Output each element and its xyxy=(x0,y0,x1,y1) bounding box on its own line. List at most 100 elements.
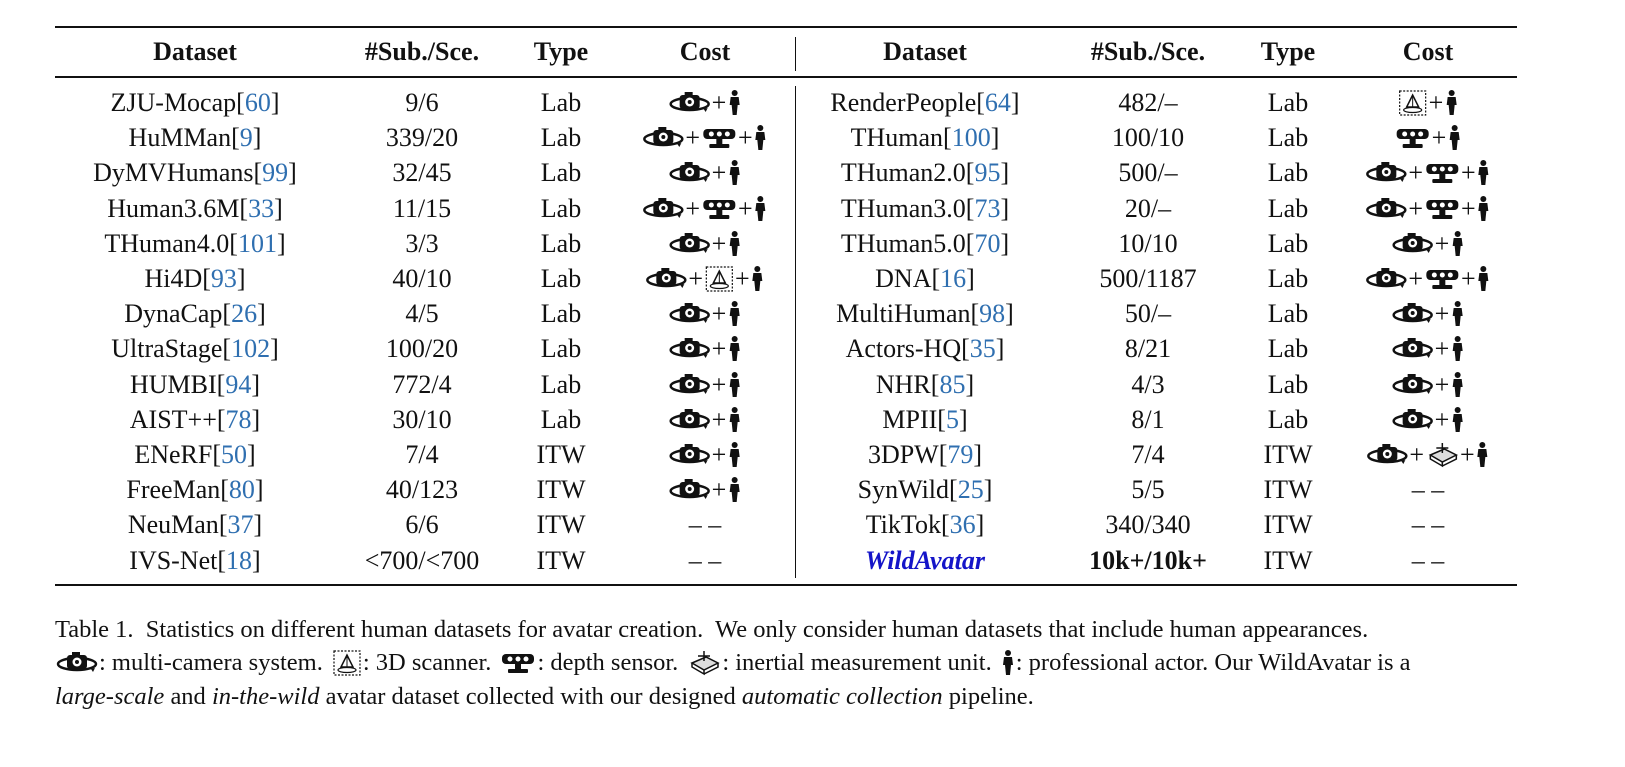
column-header: #Sub./Sce. xyxy=(1090,37,1206,66)
plus: + xyxy=(1434,369,1450,399)
type-cell: Lab xyxy=(540,158,582,188)
citation: 5 xyxy=(945,404,959,434)
bracket: [ xyxy=(949,475,958,505)
bracket: [ xyxy=(938,440,948,469)
citation: 9 xyxy=(239,123,253,153)
subjects-cell: 4/5 xyxy=(405,299,439,329)
citation: 50 xyxy=(221,440,247,469)
bracket: ] xyxy=(990,123,1000,153)
subjects-cell: 10/10 xyxy=(1118,228,1178,258)
icon-depth xyxy=(703,199,735,219)
type-cell: Lab xyxy=(1267,88,1309,117)
subjects-cell: 772/4 xyxy=(392,369,452,399)
citation: 98 xyxy=(979,299,1006,329)
dataset-name: THuman xyxy=(850,123,944,153)
cost-cell: – – xyxy=(1411,510,1445,540)
subjects-cell: 7/4 xyxy=(1131,440,1165,469)
citation: 80 xyxy=(228,475,255,505)
subjects-cell: 4/3 xyxy=(1131,369,1165,399)
subjects-cell: 500/1187 xyxy=(1099,264,1197,293)
caption-text: Table 1. Statistics on different human d… xyxy=(55,616,1369,643)
type-cell: ITW xyxy=(536,475,586,505)
bracket: [ xyxy=(220,475,229,505)
bracket: ] xyxy=(251,369,261,399)
citation: 60 xyxy=(244,88,271,117)
icon-cam xyxy=(1366,162,1407,183)
bracket: ] xyxy=(270,88,280,117)
icon-cam xyxy=(669,92,710,112)
dataset-name: 3DPW xyxy=(867,440,939,469)
type-cell: ITW xyxy=(536,545,586,575)
plus: + xyxy=(1434,228,1450,258)
subjects-cell: 9/6 xyxy=(405,88,439,117)
dataset-cell: DNA [16] xyxy=(875,264,975,294)
bracket: ] xyxy=(975,510,985,540)
cost-cell: + xyxy=(668,475,743,505)
bracket: ] xyxy=(288,158,297,188)
dataset-name: ZJU-Mocap xyxy=(110,88,237,117)
dataset-name: DyMVHumans xyxy=(93,158,254,188)
icon-cam xyxy=(669,444,710,464)
icon-cam xyxy=(1392,303,1433,324)
type-cell: Lab xyxy=(540,404,582,434)
type-cell: ITW xyxy=(536,510,586,540)
caption-text: pipeline. xyxy=(942,683,1034,710)
icon-scanner xyxy=(1399,90,1427,116)
column-header: #Sub./Sce. xyxy=(364,37,480,66)
cost-cell: + xyxy=(1391,370,1466,400)
icon-depth xyxy=(1396,129,1429,149)
plus: + xyxy=(1408,193,1423,223)
column-header: Type xyxy=(533,37,589,66)
dataset-cell: TikTok [36] xyxy=(866,510,985,540)
plus: + xyxy=(711,228,727,258)
cost-cell: + xyxy=(1397,88,1460,118)
bracket: [ xyxy=(937,404,946,434)
dataset-cell: WildAvatar xyxy=(865,546,985,576)
type-cell: Lab xyxy=(540,264,582,293)
icon-cam xyxy=(669,479,710,500)
bracket: ] xyxy=(983,475,993,505)
dataset-cell: NHR [85] xyxy=(876,370,974,400)
subjects-cell: 8/1 xyxy=(1131,404,1165,434)
bracket: [ xyxy=(970,299,980,329)
cost-cell: + xyxy=(668,158,743,188)
column-header: Dataset xyxy=(883,37,967,66)
icon-actor xyxy=(752,266,763,291)
citation: 35 xyxy=(969,334,996,364)
caption-text: : professional actor. Our WildAvatar is … xyxy=(1015,649,1411,676)
cost-cell: + + xyxy=(1365,440,1490,470)
dataset-name: MultiHuman xyxy=(836,299,971,329)
bracket: [ xyxy=(218,510,228,540)
cost-cell: + xyxy=(668,405,743,435)
dataset-name: MPII xyxy=(882,404,938,434)
caption-text: : multi-camera system. xyxy=(99,649,323,676)
dataset-name: FreeMan xyxy=(126,475,221,505)
icon-actor xyxy=(1452,371,1463,397)
plus: + xyxy=(711,440,727,469)
dataset-cell: DynaCap [26] xyxy=(124,299,266,329)
dataset-name: SynWild xyxy=(857,475,950,505)
plus: + xyxy=(1428,88,1444,117)
bracket: ] xyxy=(1005,299,1014,329)
dataset-cell: FreeMan [80] xyxy=(126,475,263,505)
plus: + xyxy=(1434,334,1450,364)
citation: 95 xyxy=(974,158,1001,188)
subjects-cell: 340/340 xyxy=(1105,510,1191,540)
caption-text: : inertial measurement unit. xyxy=(722,649,992,676)
icon-actor xyxy=(1452,336,1463,362)
citation: 70 xyxy=(974,228,1001,258)
caption-text: and xyxy=(164,683,212,710)
icon-depth xyxy=(1426,270,1458,289)
icon-cam xyxy=(669,303,710,324)
bracket: [ xyxy=(965,193,975,223)
icon-actor xyxy=(1478,195,1489,221)
subjects-cell: 30/10 xyxy=(392,404,452,434)
icon-actor xyxy=(729,442,740,467)
icon-cam xyxy=(1366,197,1407,218)
caption-line: : multi-camera system.: 3D scanner.: dep… xyxy=(55,647,1517,679)
dataset-cell: ENeRF [50] xyxy=(134,440,255,470)
citation: 101 xyxy=(237,228,277,258)
subjects-cell: 8/21 xyxy=(1124,334,1172,364)
dataset-name: THuman3.0 xyxy=(840,193,966,223)
